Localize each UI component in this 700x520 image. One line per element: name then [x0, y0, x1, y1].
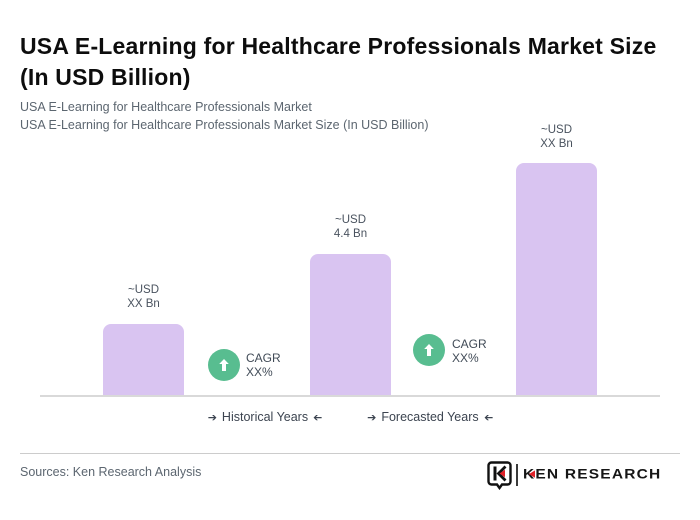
- bar-value-line: XX Bn: [127, 298, 160, 310]
- sources-note: Sources: Ken Research Analysis: [20, 465, 202, 479]
- logo-separator: [516, 464, 518, 486]
- arrow-left-icon: ➔: [483, 412, 493, 424]
- footer-divider: [20, 453, 680, 454]
- bar-forecast-end: [516, 163, 597, 395]
- ken-research-k-icon: [487, 460, 512, 490]
- cagr-annotation-2: CAGR XX%: [452, 337, 487, 365]
- logo-wordmark: KEN RESEARCH: [523, 467, 661, 484]
- arrow-right-icon: ➔: [207, 412, 217, 424]
- forecasted-years-label: ➔ Forecasted Years ➔: [349, 410, 511, 424]
- cagr-badge-2: [413, 334, 445, 366]
- cagr-label: CAGR: [452, 337, 487, 351]
- ken-research-logo: KEN RESEARCH: [487, 460, 661, 490]
- bar-value-label-2: ~USD 4.4 Bn: [310, 213, 391, 241]
- arrow-left-icon: ➔: [313, 412, 323, 424]
- subtitle-line-2: USA E-Learning for Healthcare Profession…: [20, 118, 429, 132]
- logo-red-triangle: [529, 470, 535, 478]
- subtitle-line-1: USA E-Learning for Healthcare Profession…: [20, 100, 312, 114]
- logo-wordmark-text: KEN RESEARCH: [523, 466, 662, 483]
- cagr-badge-1: [208, 349, 240, 381]
- historical-years-text: Historical Years: [221, 410, 309, 424]
- bar-current-year: [310, 254, 391, 395]
- page-title: USA E-Learning for Healthcare Profession…: [20, 33, 657, 91]
- bar-value-line: ~USD: [335, 214, 366, 226]
- x-axis-line: [40, 395, 660, 397]
- bar-historical-start: [103, 324, 184, 395]
- cagr-label: CAGR: [246, 351, 281, 365]
- cagr-value: XX%: [246, 365, 273, 379]
- cagr-annotation-1: CAGR XX%: [246, 351, 281, 379]
- forecasted-years-text: Forecasted Years: [381, 410, 479, 424]
- bar-value-label-1: ~USD XX Bn: [103, 283, 184, 311]
- cagr-value: XX%: [452, 351, 479, 365]
- bar-value-line: ~USD: [128, 284, 159, 296]
- bar-value-line: ~USD: [541, 124, 572, 136]
- chart-subtitle: USA E-Learning for Healthcare Profession…: [20, 98, 660, 134]
- historical-years-label: ➔ Historical Years ➔: [184, 410, 346, 424]
- bar-value-line: 4.4 Bn: [333, 228, 368, 240]
- bar-value-line: XX Bn: [540, 138, 573, 150]
- arrow-right-icon: ➔: [367, 412, 377, 424]
- growth-up-arrow-icon: [219, 359, 229, 371]
- bar-value-label-3: ~USD XX Bn: [516, 123, 597, 151]
- growth-up-arrow-icon: [424, 344, 434, 356]
